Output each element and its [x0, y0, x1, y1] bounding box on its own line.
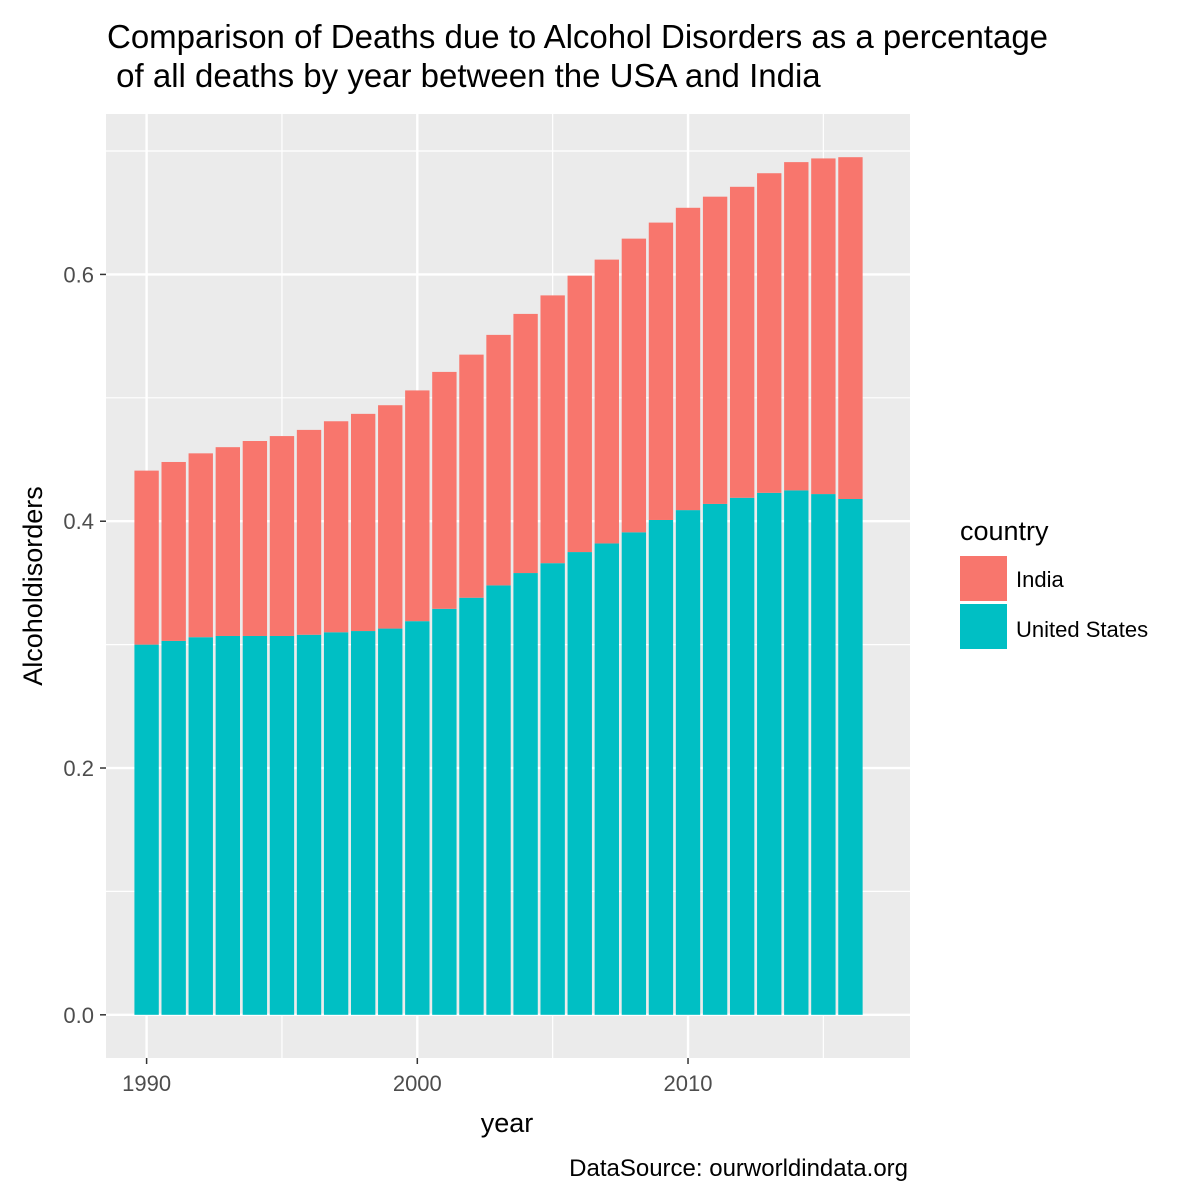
legend-label-india: India	[1016, 567, 1064, 592]
bar-india-2015	[811, 158, 836, 495]
bar-india-1993	[215, 447, 240, 636]
bar-india-1997	[323, 421, 349, 633]
y-tick-label: 0.2	[63, 756, 94, 781]
bar-united-states-1991	[161, 640, 186, 1015]
y-tick-label: 0.0	[63, 1003, 94, 1028]
data-source-caption: DataSource: ourworldindata.org	[569, 1155, 908, 1182]
chart-title-line-2: of all deaths by year between the USA an…	[107, 57, 821, 94]
bar-united-states-2004	[513, 573, 538, 1015]
bar-india-2006	[567, 275, 592, 553]
bar-united-states-2000	[405, 621, 430, 1015]
bar-india-2002	[459, 354, 484, 598]
bar-india-2004	[513, 313, 538, 574]
bar-india-1999	[378, 405, 403, 629]
x-tick-label: 2000	[393, 1071, 442, 1096]
bar-india-1995	[269, 436, 295, 636]
bar-united-states-2012	[729, 497, 755, 1015]
bar-india-1991	[161, 461, 186, 641]
bar-united-states-1992	[188, 637, 213, 1015]
x-tick-label: 1990	[122, 1071, 171, 1096]
y-tick-label: 0.6	[63, 262, 94, 287]
legend-title: country	[960, 516, 1049, 546]
bar-india-1994	[242, 441, 268, 636]
legend-label-united-states: United States	[1016, 617, 1148, 642]
bar-united-states-1996	[296, 634, 322, 1015]
bar-india-2007	[594, 259, 619, 544]
x-axis-title: year	[481, 1108, 534, 1138]
x-tick-label: 2010	[664, 1071, 713, 1096]
bar-india-2005	[540, 295, 565, 564]
legend-swatch-india	[960, 556, 1007, 601]
legend-swatch-united-states	[960, 604, 1007, 649]
bar-india-1998	[350, 413, 376, 632]
bar-india-1992	[188, 453, 213, 638]
bar-united-states-1997	[323, 632, 349, 1015]
bar-united-states-2013	[757, 492, 782, 1015]
bar-india-2003	[486, 334, 511, 586]
bar-india-2012	[729, 186, 755, 498]
bar-united-states-2015	[811, 494, 836, 1015]
bar-united-states-2008	[621, 532, 647, 1015]
bar-united-states-2014	[784, 490, 809, 1015]
bar-united-states-1993	[215, 635, 240, 1015]
bar-india-1996	[296, 429, 322, 635]
bar-united-states-2011	[702, 503, 728, 1015]
bar-united-states-1990	[134, 644, 159, 1015]
bar-united-states-1999	[378, 628, 403, 1015]
bar-india-2008	[621, 238, 647, 533]
bar-united-states-2003	[486, 585, 511, 1015]
bar-india-2000	[405, 390, 430, 622]
bar-india-2010	[675, 207, 701, 511]
y-tick-label: 0.4	[63, 509, 94, 534]
bar-india-2014	[784, 162, 809, 491]
chart-title-line-1: Comparison of Deaths due to Alcohol Diso…	[107, 18, 1048, 55]
bar-united-states-1994	[242, 635, 268, 1015]
bar-united-states-2016	[838, 499, 863, 1015]
bar-united-states-2005	[540, 563, 565, 1015]
bar-india-2011	[702, 196, 728, 504]
bar-united-states-2006	[567, 552, 592, 1015]
bar-india-2001	[432, 371, 457, 609]
bars-group	[134, 157, 863, 1015]
bar-united-states-2002	[459, 597, 484, 1015]
bar-united-states-1998	[350, 631, 376, 1015]
legend: country India United States	[960, 516, 1148, 649]
bar-india-2009	[648, 222, 674, 520]
bar-united-states-2001	[432, 608, 457, 1015]
bar-india-2013	[757, 173, 782, 493]
x-axis: 1990 2000 2010	[122, 1058, 712, 1096]
bar-india-2016	[838, 157, 863, 500]
bar-united-states-1995	[269, 635, 295, 1015]
y-axis-title: Alcoholdisorders	[18, 486, 48, 686]
bar-india-1990	[134, 470, 159, 645]
bar-united-states-2010	[675, 510, 701, 1015]
y-axis: 0.0 0.2 0.4 0.6	[63, 262, 106, 1028]
bar-united-states-2009	[648, 519, 674, 1015]
bar-united-states-2007	[594, 543, 619, 1015]
